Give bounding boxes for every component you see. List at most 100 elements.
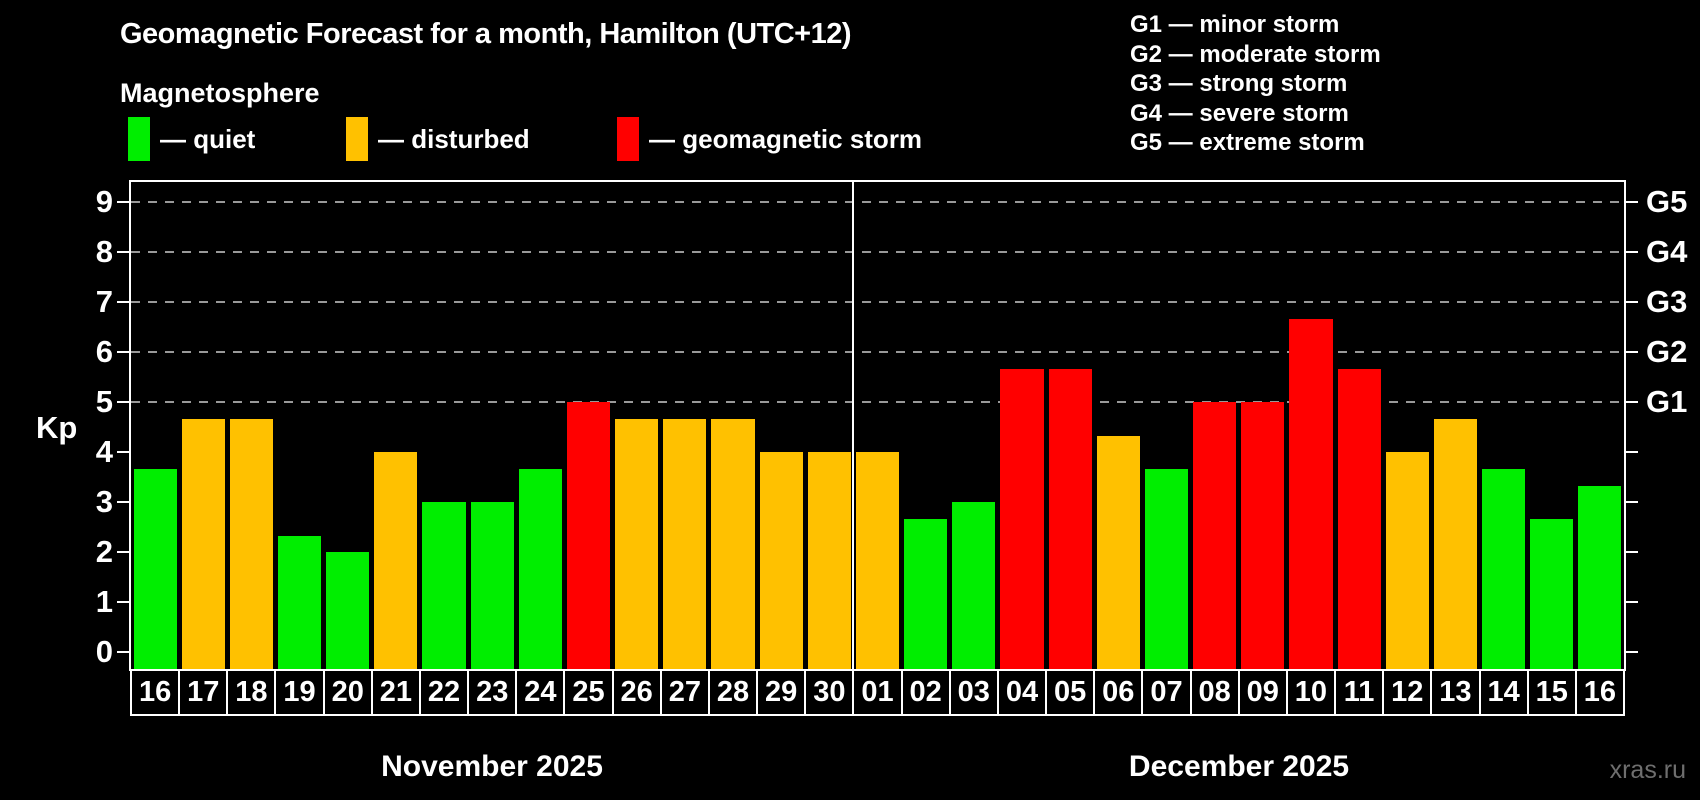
date-box-12: 12 — [1382, 669, 1433, 716]
date-box-22: 22 — [418, 669, 470, 716]
gridline-kp5 — [131, 401, 1624, 403]
date-box-07: 07 — [1141, 669, 1192, 716]
date-box-19: 19 — [274, 669, 325, 716]
g-scale-label-g2: G2 — [1646, 334, 1688, 369]
date-box-01: 01 — [852, 669, 903, 716]
date-box-08: 08 — [1189, 669, 1240, 716]
right-tick-2 — [1626, 551, 1638, 553]
date-box-10: 10 — [1285, 669, 1337, 716]
left-tick-4 — [117, 451, 129, 453]
left-tick-8 — [117, 251, 129, 253]
legend-item-disturbed: — disturbed — [346, 116, 530, 162]
left-tick-3 — [117, 501, 129, 503]
g-scale-label-g3: G3 — [1646, 284, 1688, 319]
kp-bar-19 — [277, 535, 322, 669]
legend-item-storm: — geomagnetic storm — [617, 116, 922, 162]
date-box-17: 17 — [178, 669, 229, 716]
left-tick-9 — [117, 201, 129, 203]
date-box-20: 20 — [322, 669, 373, 716]
storm-scale-line-g4: G4 — severe storm — [1130, 99, 1349, 127]
right-tick-6 — [1626, 351, 1638, 353]
date-box-30: 30 — [804, 669, 855, 716]
y-tick-label-3: 3 — [95, 484, 113, 519]
y-tick-label-8: 8 — [95, 234, 113, 269]
y-tick-label-4: 4 — [95, 434, 113, 469]
kp-bar-04 — [1000, 368, 1044, 669]
kp-bar-15 — [1530, 518, 1574, 669]
kp-bar-24 — [518, 468, 562, 669]
plot-area — [129, 180, 1626, 671]
right-tick-5 — [1626, 401, 1638, 403]
g-scale-label-g5: G5 — [1646, 184, 1688, 219]
date-box-15: 15 — [1526, 669, 1577, 716]
left-tick-5 — [117, 401, 129, 403]
date-box-26: 26 — [611, 669, 662, 716]
date-box-03: 03 — [948, 669, 999, 716]
kp-bar-03 — [952, 502, 996, 669]
magnetosphere-label: Magnetosphere — [120, 78, 320, 108]
right-tick-8 — [1626, 251, 1638, 253]
kp-bar-01 — [855, 452, 900, 669]
date-box-28: 28 — [707, 669, 759, 716]
kp-bar-06 — [1096, 435, 1140, 669]
date-box-23: 23 — [467, 669, 518, 716]
y-tick-label-1: 1 — [95, 584, 113, 619]
kp-bar-28 — [711, 418, 755, 669]
gridline-kp8 — [131, 251, 1624, 253]
g-scale-label-g1: G1 — [1646, 384, 1688, 419]
storm-scale-legend: G1 — minor storm G2 — moderate storm G3 … — [1130, 10, 1381, 158]
date-box-09: 09 — [1237, 669, 1288, 716]
storm-scale-line-g2: G2 — moderate storm — [1130, 40, 1381, 68]
left-tick-0 — [117, 651, 129, 653]
date-box-06: 06 — [1093, 669, 1144, 716]
kp-bar-16 — [133, 468, 177, 669]
kp-bar-10 — [1289, 318, 1333, 669]
kp-bar-29 — [759, 452, 803, 669]
kp-bar-18 — [229, 418, 273, 669]
legend-label-disturbed: — disturbed — [378, 123, 530, 154]
legend-item-quiet: — quiet — [128, 116, 255, 162]
date-box-24: 24 — [515, 669, 566, 716]
storm-scale-line-g3: G3 — strong storm — [1130, 70, 1348, 97]
storm-scale-line-g1: G1 — minor storm — [1130, 11, 1340, 38]
date-box-14: 14 — [1478, 669, 1529, 716]
y-tick-label-5: 5 — [95, 384, 113, 419]
kp-bar-20 — [326, 552, 370, 669]
gridline-kp6 — [131, 351, 1624, 353]
kp-bar-14 — [1482, 468, 1526, 669]
month-label-december: December 2025 — [1128, 750, 1350, 783]
kp-bar-11 — [1337, 368, 1381, 669]
date-box-11: 11 — [1334, 669, 1385, 716]
left-tick-1 — [117, 601, 129, 603]
kp-bar-23 — [470, 502, 514, 669]
date-box-18: 18 — [226, 669, 277, 716]
right-tick-4 — [1626, 451, 1638, 453]
date-box-16: 16 — [130, 669, 181, 716]
kp-bar-02 — [904, 518, 948, 669]
kp-bar-12 — [1385, 452, 1429, 669]
right-tick-1 — [1626, 601, 1638, 603]
storm-scale-line-g5: G5 — extreme storm — [1130, 129, 1365, 156]
watermark: xras.ru — [1609, 756, 1686, 784]
legend-label-quiet: — quiet — [160, 123, 256, 154]
kp-bar-21 — [374, 452, 418, 669]
kp-bar-09 — [1241, 402, 1285, 669]
storm-color-swatch — [617, 117, 639, 161]
month-divider — [852, 182, 855, 669]
date-box-16: 16 — [1574, 669, 1625, 716]
kp-bar-17 — [181, 418, 225, 669]
right-tick-7 — [1626, 301, 1638, 303]
month-label-november: November 2025 — [381, 750, 603, 783]
y-tick-label-7: 7 — [95, 284, 113, 319]
gridline-kp7 — [131, 301, 1624, 303]
legend-label-storm: — geomagnetic storm — [649, 123, 923, 154]
y-tick-label-2: 2 — [95, 534, 113, 569]
y-axis-label: Kp — [36, 410, 78, 445]
date-box-04: 04 — [996, 669, 1048, 716]
chart-title: Geomagnetic Forecast for a month, Hamilt… — [120, 18, 852, 50]
disturbed-color-swatch — [346, 117, 368, 161]
left-tick-6 — [117, 351, 129, 353]
date-box-13: 13 — [1430, 669, 1481, 716]
right-tick-9 — [1626, 201, 1638, 203]
